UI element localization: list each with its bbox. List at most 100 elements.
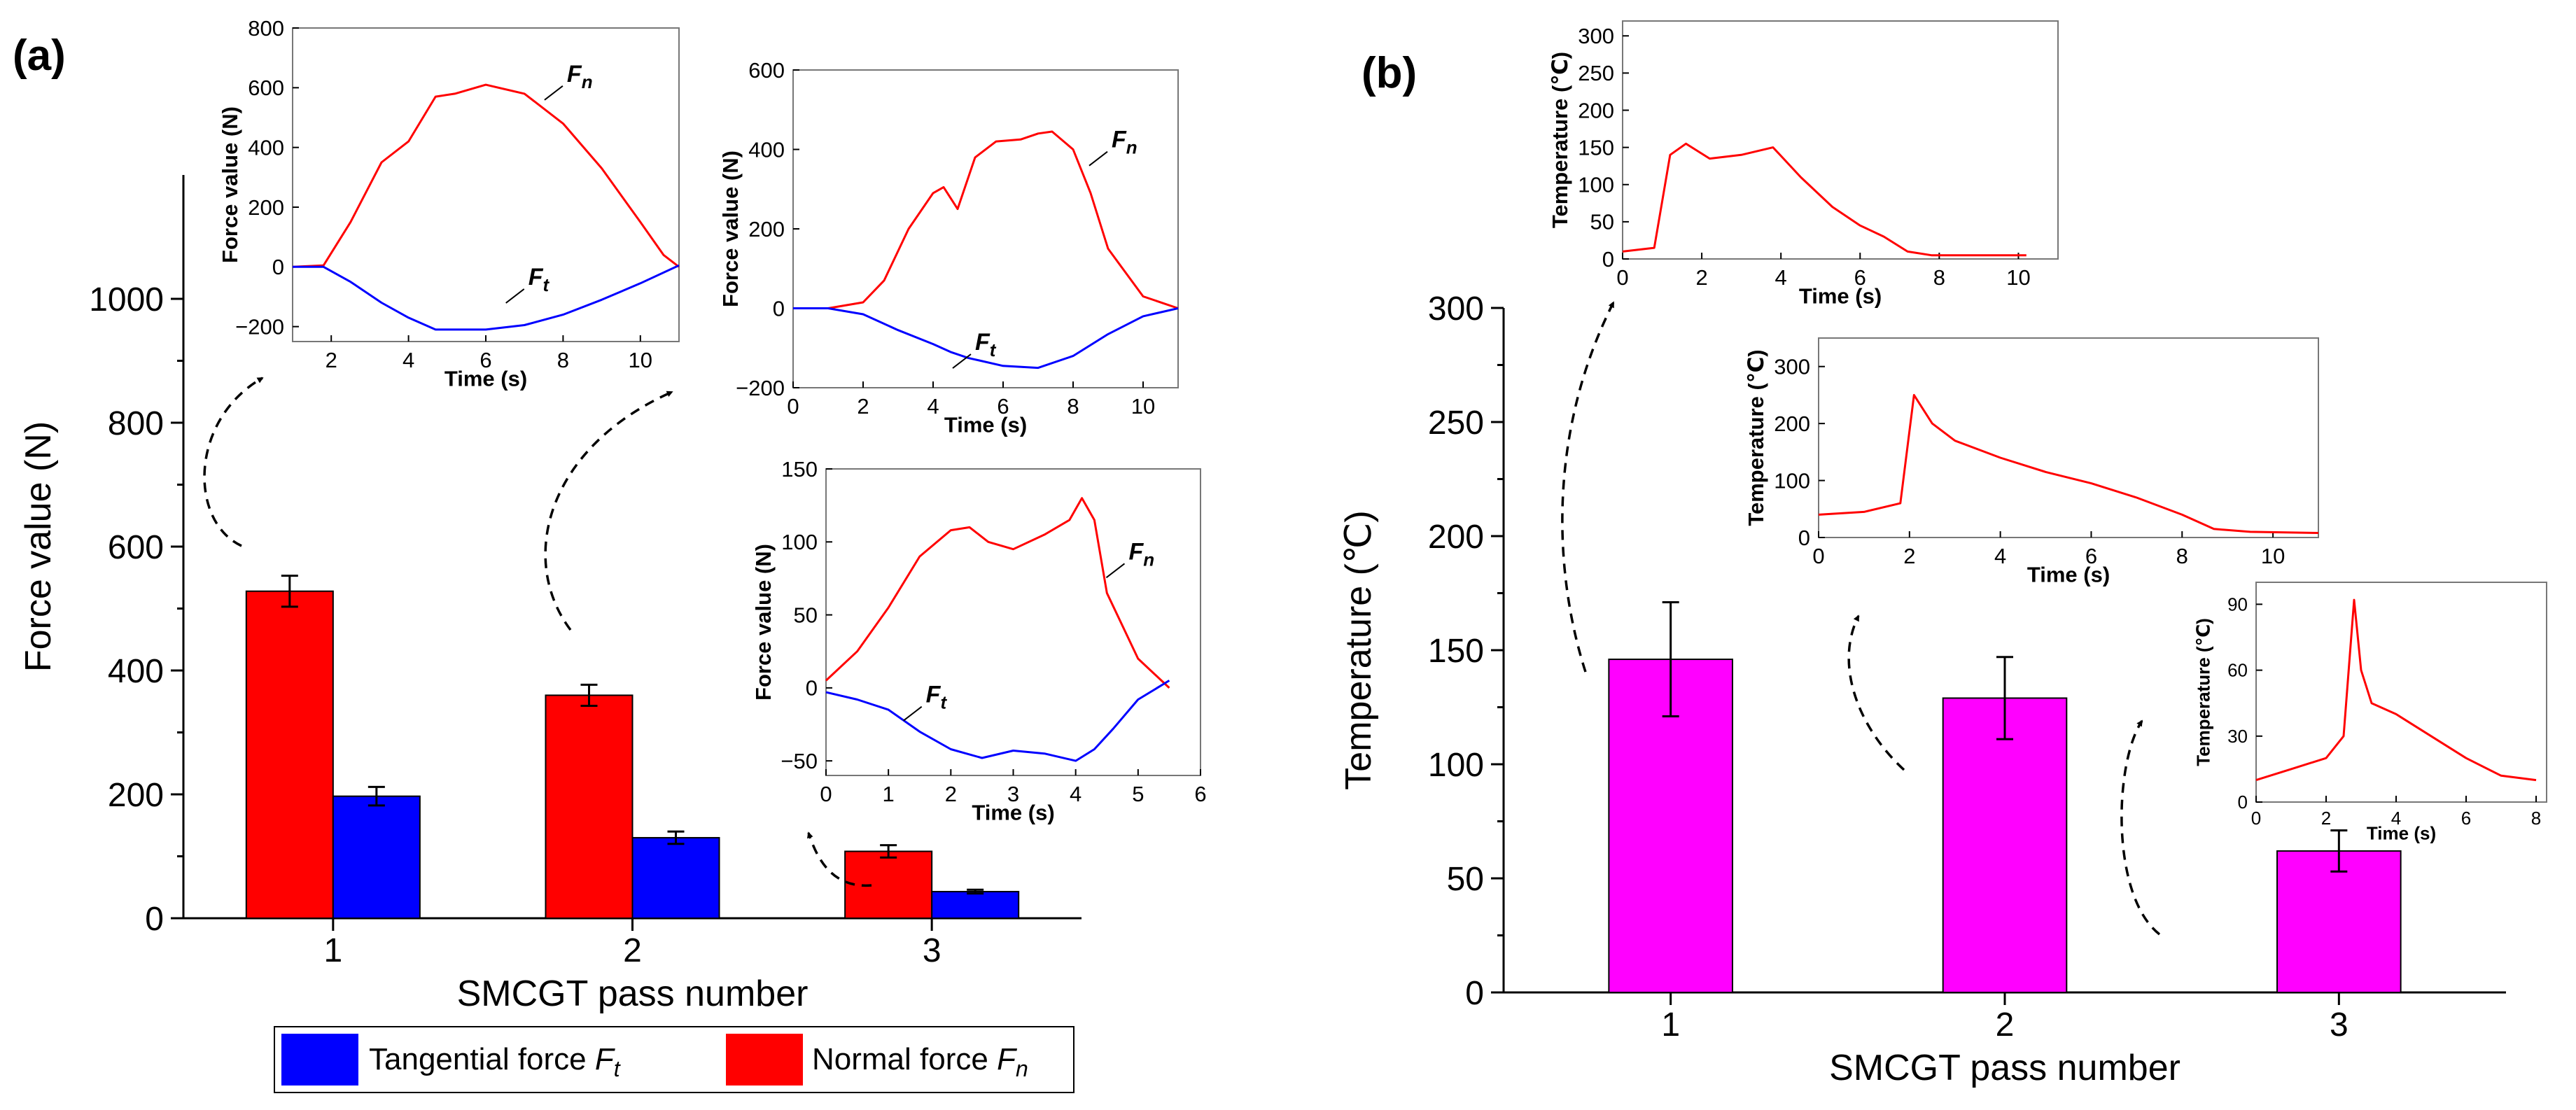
y-tick-label: 200 [748, 217, 785, 241]
y-tick-label: 1000 [89, 281, 164, 318]
y-tick-label: 50 [794, 603, 818, 627]
x-tick-label: 2 [1903, 544, 1915, 568]
x-tick-label: 4 [927, 394, 939, 419]
inset-temperature-pass-1: 0 50 100 150 200 250 300 0 2 4 6 8 10 Time (s) Tempera… [1548, 20, 2059, 309]
y-axis-title: Force value (N) [18, 421, 59, 672]
x-tick-label: 0 [2251, 808, 2261, 829]
annotation-symbol: F [567, 61, 582, 87]
y-axis-title: Force value (N) [218, 106, 242, 263]
series-line [1818, 393, 2319, 534]
x-tick-label: 6 [2085, 544, 2097, 568]
y-tick-label: 100 [1578, 173, 1614, 197]
x-tick-label: 6 [479, 348, 491, 372]
plot-frame [1622, 20, 2059, 260]
bar [931, 890, 1020, 919]
x-tick-label: 10 [1131, 394, 1155, 419]
series-line [1622, 142, 2026, 257]
x-axis-title: Time (s) [444, 367, 527, 391]
x-tick-label: 2 [2321, 808, 2331, 829]
annotation-leader [544, 85, 564, 101]
bar [844, 850, 933, 920]
x-tick-label: 1 [1661, 1006, 1680, 1044]
x-tick-label: 6 [1194, 782, 1206, 806]
annotation-symbol: F [528, 264, 544, 290]
bar [2276, 850, 2402, 993]
annotation-leader [505, 288, 525, 304]
y-tick-label: 400 [108, 653, 164, 690]
series-line [793, 130, 1179, 309]
y-tick-label: 0 [1798, 526, 1810, 550]
annotation-subscript: t [543, 274, 550, 295]
x-tick-label: 8 [1067, 394, 1079, 419]
plot-frame [792, 69, 1179, 388]
x-axis-title: SMCGT pass number [1829, 1048, 2180, 1088]
y-tick-label: 0 [145, 901, 164, 938]
y-axis-title: Temperature (℃) [1744, 349, 1768, 526]
panel-label-a: (a) [13, 31, 66, 80]
series-annotation: Fn [1128, 538, 1154, 570]
y-tick-label: 150 [781, 457, 818, 482]
x-axis-title: Time (s) [1799, 284, 1882, 309]
bar [332, 795, 421, 920]
series-line [793, 307, 1179, 370]
series-annotation: Ft [975, 329, 997, 360]
x-tick-label: 8 [1933, 265, 1945, 290]
x-tick-label: 2 [945, 782, 957, 806]
x-tick-label: 2 [857, 394, 869, 419]
legend-frame [274, 1026, 1074, 1093]
x-tick-label: 4 [1994, 544, 2006, 568]
x-tick-label: 5 [1132, 782, 1144, 806]
x-tick-label: 2 [326, 348, 337, 372]
x-tick-label: 1 [883, 782, 895, 806]
inset-temperature-pass-2: 0 100 200 300 0 2 4 6 8 10 Time (s) Temperature (℃) [1744, 337, 2319, 587]
annotation-symbol: F [926, 682, 941, 708]
y-tick-label: 0 [2238, 792, 2248, 813]
series-line [825, 680, 1170, 762]
y-tick-label: 800 [108, 405, 164, 442]
y-tick-label: 600 [248, 76, 284, 100]
series-line [825, 497, 1170, 689]
series-line [2255, 598, 2537, 782]
legend-label-normal: Normal force Fn [812, 1042, 1028, 1081]
x-axis-title: Time (s) [944, 413, 1027, 437]
y-tick-label: 0 [1602, 247, 1614, 272]
y-axis-title: Force value (N) [751, 544, 776, 701]
y-tick-label: 50 [1590, 210, 1614, 234]
series-line [293, 264, 680, 331]
y-tick-label: −200 [235, 315, 284, 339]
y-tick-label: 200 [1428, 519, 1484, 556]
y-tick-label: 100 [781, 530, 818, 554]
inset-force-pass-1: −200 0 200 400 600 800 2 4 6 8 10 Time (s) Force val… [218, 16, 680, 391]
annotation-leader [952, 353, 972, 369]
series-annotation: Ft [528, 264, 550, 295]
x-tick-label: 4 [1070, 782, 1082, 806]
annotation-symbol: F [1112, 127, 1127, 153]
x-tick-label: 4 [1775, 265, 1787, 290]
y-tick-label: −200 [736, 376, 785, 400]
x-axis-title: SMCGT pass number [457, 974, 808, 1014]
arrow-temp1-to-inset [1561, 301, 1615, 673]
y-tick-label: −50 [780, 749, 818, 773]
y-tick-label: 300 [1428, 290, 1484, 328]
x-tick-label: 8 [557, 348, 569, 372]
y-tick-label: 200 [108, 777, 164, 814]
x-axis-title: Time (s) [972, 801, 1054, 825]
y-tick-label: 300 [1774, 355, 1810, 379]
x-tick-label: 2 [623, 932, 642, 969]
x-tick-label: 4 [2391, 808, 2401, 829]
y-tick-label: 600 [108, 529, 164, 566]
x-tick-label: 0 [820, 782, 832, 806]
x-tick-label: 6 [997, 394, 1009, 419]
y-tick-label: 200 [1578, 98, 1614, 122]
x-tick-label: 0 [787, 394, 799, 419]
bar [545, 694, 634, 920]
y-tick-label: 0 [806, 676, 818, 701]
arrow-temp2-to-inset [1847, 614, 1905, 771]
x-axis-title: Time (s) [2367, 822, 2436, 843]
x-axis-title: Time (s) [2027, 563, 2110, 587]
y-axis-title: Temperature (℃) [2193, 618, 2214, 766]
